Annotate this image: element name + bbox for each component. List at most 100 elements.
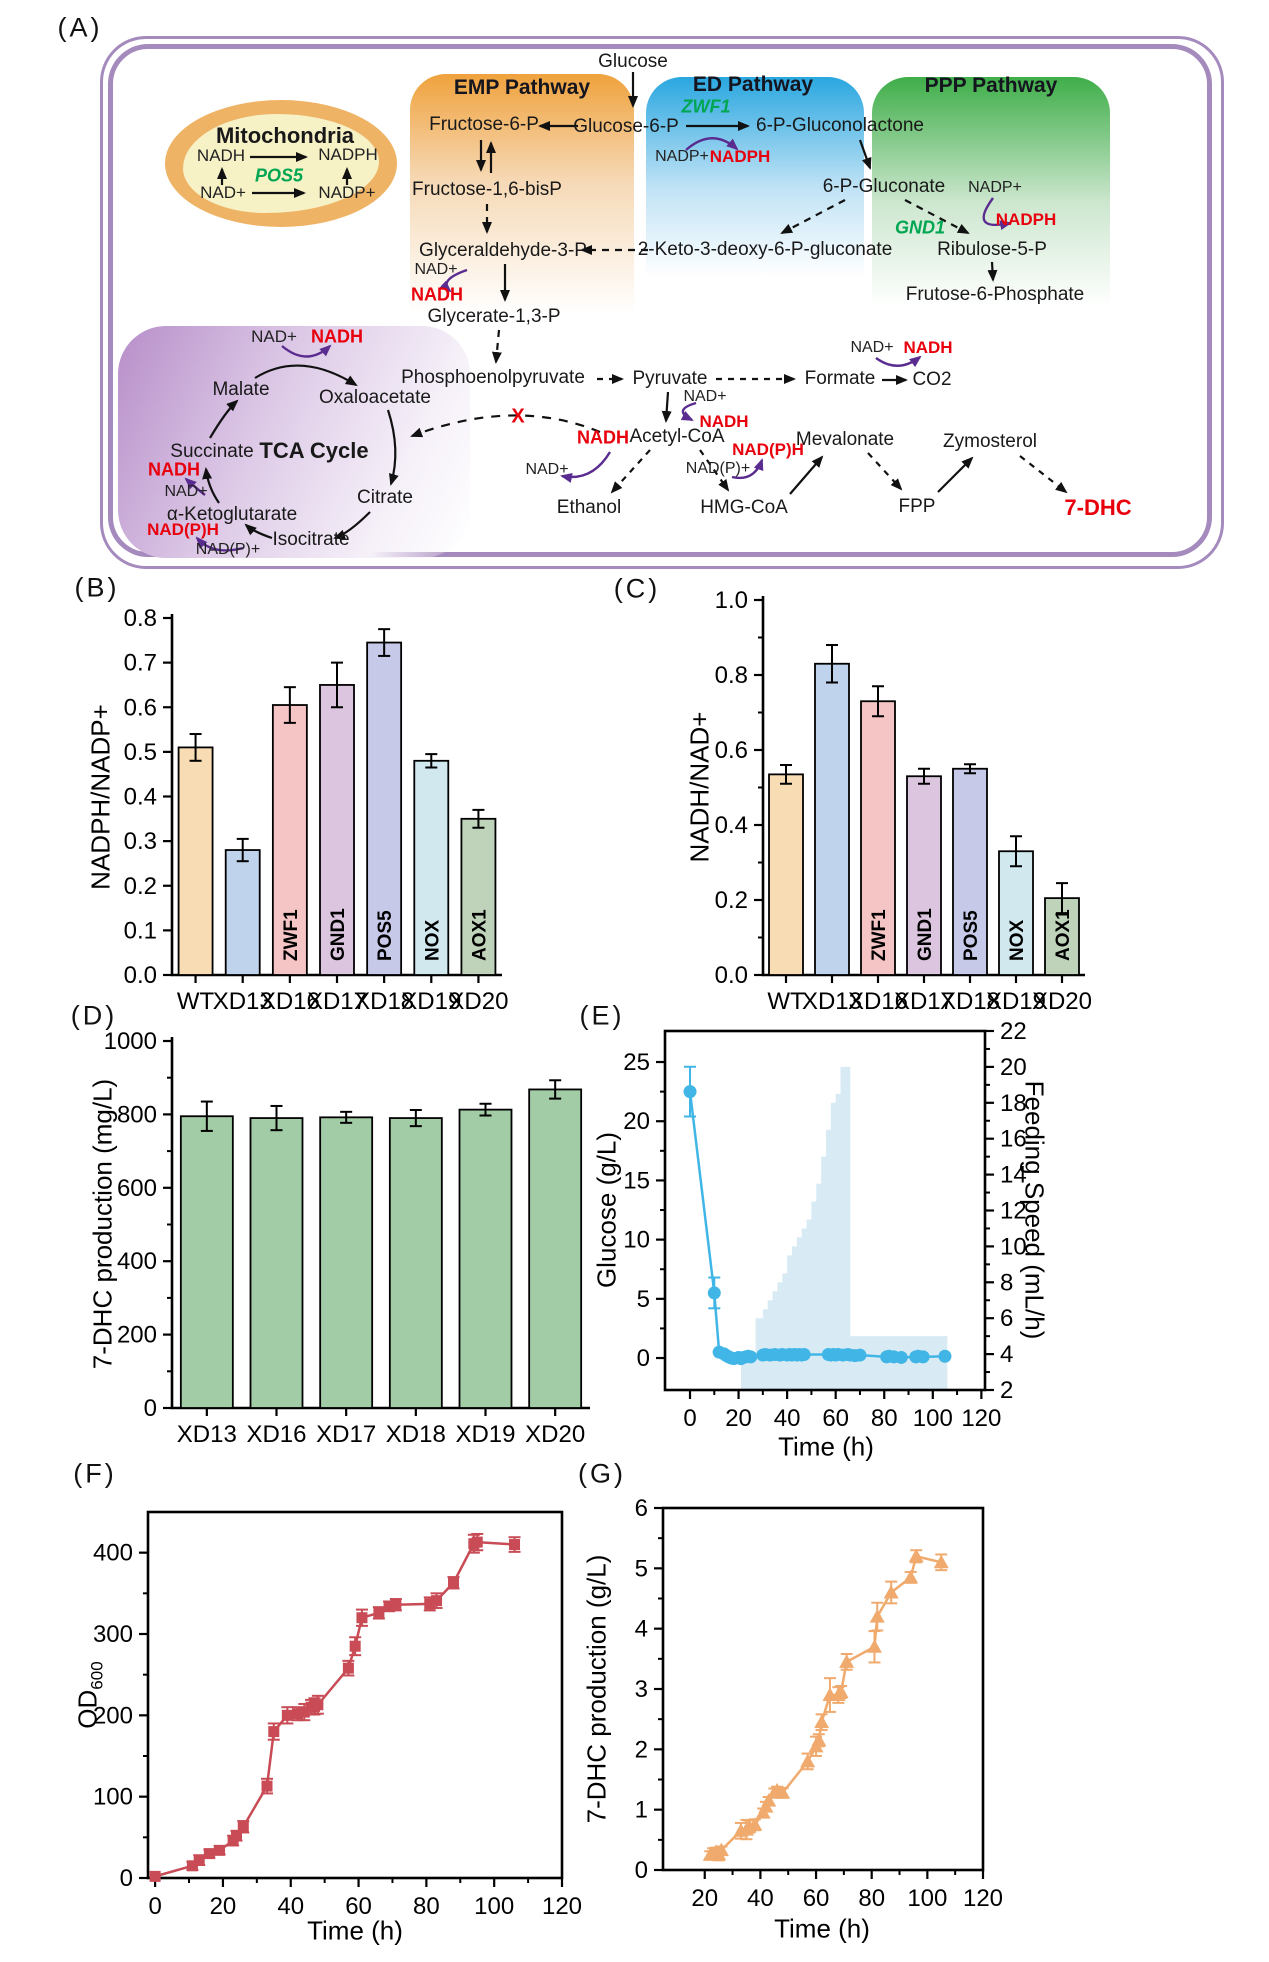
- gene-gnd1: GND1: [894, 217, 946, 238]
- category-label: XD20: [525, 1421, 585, 1448]
- chartE-right-axis-title: Feeding Speed (mL/h): [1019, 1080, 1050, 1340]
- y-tick-label: 5: [637, 1286, 650, 1313]
- y-tick-label: 400: [117, 1248, 157, 1275]
- y-tick-label: 2: [635, 1736, 648, 1763]
- y-tick-label: 10: [623, 1227, 650, 1254]
- y-tick-label: 0.0: [124, 962, 157, 989]
- cofactor-nadp-p: NAD(P)+: [685, 460, 751, 477]
- x-tick-label: 60: [822, 1405, 849, 1432]
- y-tick-label: 0.7: [124, 650, 157, 677]
- x-tick-label: 80: [858, 1885, 885, 1912]
- ppp-pathway-title: PPP Pathway: [924, 74, 1058, 97]
- x-tick-label: 40: [277, 1893, 304, 1920]
- right-y-tick-label: 2: [1000, 1377, 1013, 1404]
- gene-pos5: POS5: [254, 165, 304, 186]
- cofactor-nadp: NADP+: [318, 183, 376, 202]
- metabolite-formate: Formate: [804, 368, 876, 389]
- metabolite-mevalonate: Mevalonate: [795, 429, 895, 450]
- y-tick-label: 3: [635, 1676, 648, 1703]
- cofactor-nadh: NADH: [699, 412, 749, 431]
- glucose-line: [688, 1091, 945, 1361]
- y-tick-label: 0.2: [715, 887, 748, 914]
- cofactor-nad: NAD+: [200, 183, 246, 202]
- x-tick-label: 100: [913, 1405, 953, 1432]
- category-label: WT: [177, 988, 215, 1015]
- x-tick-label: 0: [148, 1893, 161, 1920]
- category-label: XD13: [213, 988, 273, 1015]
- bar-WT: [177, 746, 214, 976]
- cofactor-nadh: NADH: [903, 338, 953, 357]
- x-tick-label: 120: [542, 1893, 582, 1920]
- bar-gene-label: ZWF1: [281, 909, 302, 961]
- bar-XD16: [249, 1117, 304, 1409]
- x-tick-label: 40: [774, 1405, 801, 1432]
- cofactor-nadh: NADH: [577, 427, 629, 448]
- y-tick-label: 1: [635, 1797, 648, 1824]
- metabolite-fructose6p: Fructose-6-P: [429, 114, 539, 135]
- blocked-reaction-x: X: [511, 405, 525, 428]
- x-tick-label: 80: [413, 1893, 440, 1920]
- metabolite-fpp: FPP: [898, 496, 936, 517]
- bar-gene-label: GND1: [915, 908, 936, 961]
- bar-gene-label: NOX: [1007, 920, 1028, 962]
- metabolite-pyruvate: Pyruvate: [632, 368, 708, 389]
- y-tick-label: 0.6: [715, 737, 748, 764]
- bar-XD18: [388, 1117, 443, 1409]
- bar-gene-label: GND1: [328, 908, 349, 961]
- category-label: XD18: [386, 1421, 446, 1448]
- bar-XD19: [458, 1108, 513, 1409]
- bar-gene-label: POS5: [375, 910, 396, 961]
- y-tick-label: 1.0: [715, 587, 748, 614]
- x-tick-label: 20: [691, 1885, 718, 1912]
- metabolite-citrate: Citrate: [357, 487, 413, 508]
- bar-gene-label: NOX: [422, 920, 443, 962]
- bar-gene-label: AOX1: [1053, 909, 1074, 961]
- y-tick-label: 400: [93, 1540, 133, 1567]
- metabolite-acetylcoa: Acetyl-CoA: [629, 426, 725, 447]
- cofactor-nad: NAD+: [414, 261, 458, 278]
- metabolite-hmgcoa: HMG-CoA: [700, 497, 788, 518]
- glucose-markers: [683, 1085, 952, 1366]
- cofactor-nad: NAD+: [164, 483, 208, 500]
- x-tick-label: 0: [683, 1405, 696, 1432]
- metabolite-succinate: Succinate: [170, 441, 254, 462]
- bar-WT: [768, 773, 804, 976]
- ed-pathway-box: [646, 77, 864, 277]
- feeding-speed-area: [740, 1066, 948, 1390]
- chartF-y-axis-title: OD600: [72, 1661, 107, 1728]
- cofactor-nadph: NADPH: [995, 210, 1057, 229]
- panel-label-b: (B): [74, 572, 120, 603]
- y-tick-label: 0.6: [124, 694, 157, 721]
- bar-XD17: [906, 775, 942, 976]
- bar-XD19: [998, 850, 1034, 976]
- bar-XD18: [952, 767, 988, 976]
- x-tick-label: 100: [907, 1885, 947, 1912]
- metabolite-ribulose5p: Ribulose-5-P: [937, 239, 1047, 260]
- bar-XD20: [460, 817, 497, 976]
- y-tick-label: 25: [623, 1049, 650, 1076]
- x-tick-label: 120: [961, 1405, 1001, 1432]
- y-tick-label: 0.1: [124, 917, 157, 944]
- y-tick-label: 0.8: [124, 605, 157, 632]
- metabolite-isocitrate: Isocitrate: [272, 529, 350, 550]
- cofactor-nadp: NADP+: [968, 179, 1022, 196]
- panel-label-c: (C): [613, 573, 661, 604]
- metabolite-gluconate6p: 6-P-Gluconate: [822, 176, 946, 197]
- y-tick-label: 0.4: [715, 812, 748, 839]
- category-label: XD13: [802, 988, 862, 1015]
- x-tick-label: 40: [747, 1885, 774, 1912]
- x-tick-label: 120: [963, 1885, 1003, 1912]
- y-tick-label: 6: [635, 1495, 648, 1522]
- bar-XD20: [528, 1088, 583, 1409]
- mitochondria-matrix-blob: [183, 114, 379, 213]
- y-tick-label: 0.2: [124, 873, 157, 900]
- series-line: [709, 1554, 942, 1857]
- metabolite-kdpg: 2-Keto-3-deoxy-6-P-gluconate: [637, 239, 893, 260]
- y-tick-label: 5: [635, 1555, 648, 1582]
- metabolite-g3p: Glyceraldehyde-3-P: [419, 240, 587, 261]
- chartF-x-axis-title: Time (h): [307, 1915, 403, 1946]
- bar-XD19: [413, 759, 450, 976]
- metabolite-malate: Malate: [212, 379, 270, 400]
- y-tick-label: 200: [117, 1322, 157, 1349]
